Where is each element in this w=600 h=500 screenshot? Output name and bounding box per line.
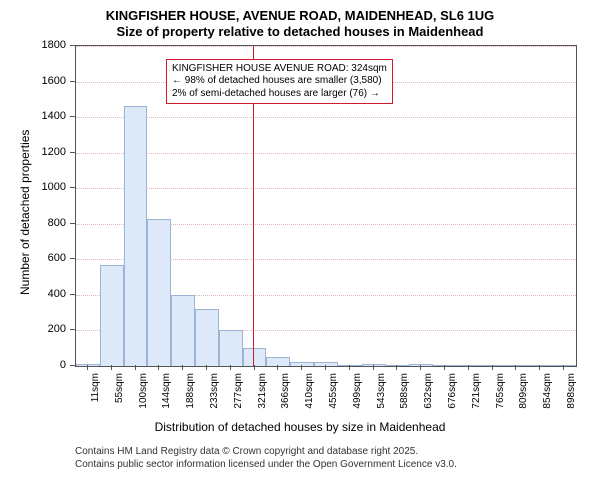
x-tick-mark [492, 365, 493, 370]
x-tick-label: 233sqm [209, 373, 220, 409]
x-tick-label: 676sqm [447, 373, 458, 409]
x-tick-label: 854sqm [542, 373, 553, 409]
y-tick-label: 600 [0, 252, 66, 264]
x-tick-label: 809sqm [518, 373, 529, 409]
y-tick-label: 1200 [0, 146, 66, 158]
x-tick-label: 765sqm [495, 373, 506, 409]
x-tick-label: 144sqm [161, 373, 172, 409]
y-tick-label: 1600 [0, 75, 66, 87]
y-tick-mark [70, 258, 75, 259]
y-tick-mark [70, 116, 75, 117]
histogram-bar [243, 348, 267, 366]
x-tick-mark [111, 365, 112, 370]
y-tick-mark [70, 294, 75, 295]
y-tick-label: 800 [0, 217, 66, 229]
y-tick-label: 1800 [0, 39, 66, 51]
x-tick-mark [349, 365, 350, 370]
x-tick-label: 277sqm [233, 373, 244, 409]
annotation-line: KINGFISHER HOUSE AVENUE ROAD: 324sqm [172, 63, 387, 76]
x-tick-mark [468, 365, 469, 370]
x-tick-mark [325, 365, 326, 370]
histogram-bar [124, 106, 148, 366]
y-tick-label: 1000 [0, 181, 66, 193]
x-tick-label: 55sqm [114, 373, 125, 403]
y-tick-mark [70, 152, 75, 153]
x-tick-mark [87, 365, 88, 370]
x-tick-label: 898sqm [566, 373, 577, 409]
y-gridline [76, 117, 576, 118]
x-tick-mark [135, 365, 136, 370]
histogram-bar [147, 219, 171, 366]
x-tick-mark [563, 365, 564, 370]
y-gridline [76, 46, 576, 47]
data-caption: Contains HM Land Registry data © Crown c… [75, 445, 457, 471]
annotation-line: ← 98% of detached houses are smaller (3,… [172, 75, 387, 88]
x-tick-mark [539, 365, 540, 370]
x-tick-label: 11sqm [90, 373, 101, 402]
x-tick-mark [301, 365, 302, 370]
x-tick-label: 543sqm [376, 373, 387, 409]
x-tick-mark [158, 365, 159, 370]
x-tick-mark [206, 365, 207, 370]
x-tick-mark [277, 365, 278, 370]
x-tick-label: 588sqm [399, 373, 410, 409]
y-tick-mark [70, 45, 75, 46]
x-tick-label: 632sqm [423, 373, 434, 409]
x-tick-label: 410sqm [304, 373, 315, 409]
x-axis-title: Distribution of detached houses by size … [0, 420, 600, 434]
y-tick-mark [70, 223, 75, 224]
x-tick-label: 100sqm [138, 373, 149, 409]
x-tick-mark [515, 365, 516, 370]
y-tick-label: 400 [0, 288, 66, 300]
x-tick-mark [254, 365, 255, 370]
annotation-box: KINGFISHER HOUSE AVENUE ROAD: 324sqm← 98… [166, 59, 393, 105]
y-gridline [76, 153, 576, 154]
plot-area: KINGFISHER HOUSE AVENUE ROAD: 324sqm← 98… [75, 45, 577, 367]
annotation-line: 2% of semi-detached houses are larger (7… [172, 88, 387, 101]
histogram-bar [195, 309, 219, 366]
x-tick-label: 321sqm [257, 373, 268, 409]
histogram-bar [171, 295, 195, 366]
x-tick-mark [182, 365, 183, 370]
y-tick-label: 0 [0, 359, 66, 371]
x-tick-label: 499sqm [352, 373, 363, 409]
x-tick-label: 721sqm [471, 373, 482, 409]
histogram-bar [219, 330, 243, 366]
y-tick-label: 200 [0, 323, 66, 335]
histogram-bar [100, 265, 124, 366]
y-gridline [76, 188, 576, 189]
x-tick-mark [396, 365, 397, 370]
y-tick-mark [70, 187, 75, 188]
chart-title-main: KINGFISHER HOUSE, AVENUE ROAD, MAIDENHEA… [0, 8, 600, 23]
x-tick-label: 455sqm [328, 373, 339, 409]
x-tick-mark [444, 365, 445, 370]
x-tick-mark [230, 365, 231, 370]
histogram-bar [76, 364, 100, 366]
y-tick-label: 1400 [0, 110, 66, 122]
chart-container: KINGFISHER HOUSE, AVENUE ROAD, MAIDENHEA… [0, 0, 600, 500]
y-tick-mark [70, 365, 75, 366]
y-tick-mark [70, 329, 75, 330]
x-tick-label: 366sqm [280, 373, 291, 409]
chart-title-sub: Size of property relative to detached ho… [0, 24, 600, 39]
x-tick-label: 188sqm [185, 373, 196, 409]
y-tick-mark [70, 81, 75, 82]
x-tick-mark [420, 365, 421, 370]
x-tick-mark [373, 365, 374, 370]
